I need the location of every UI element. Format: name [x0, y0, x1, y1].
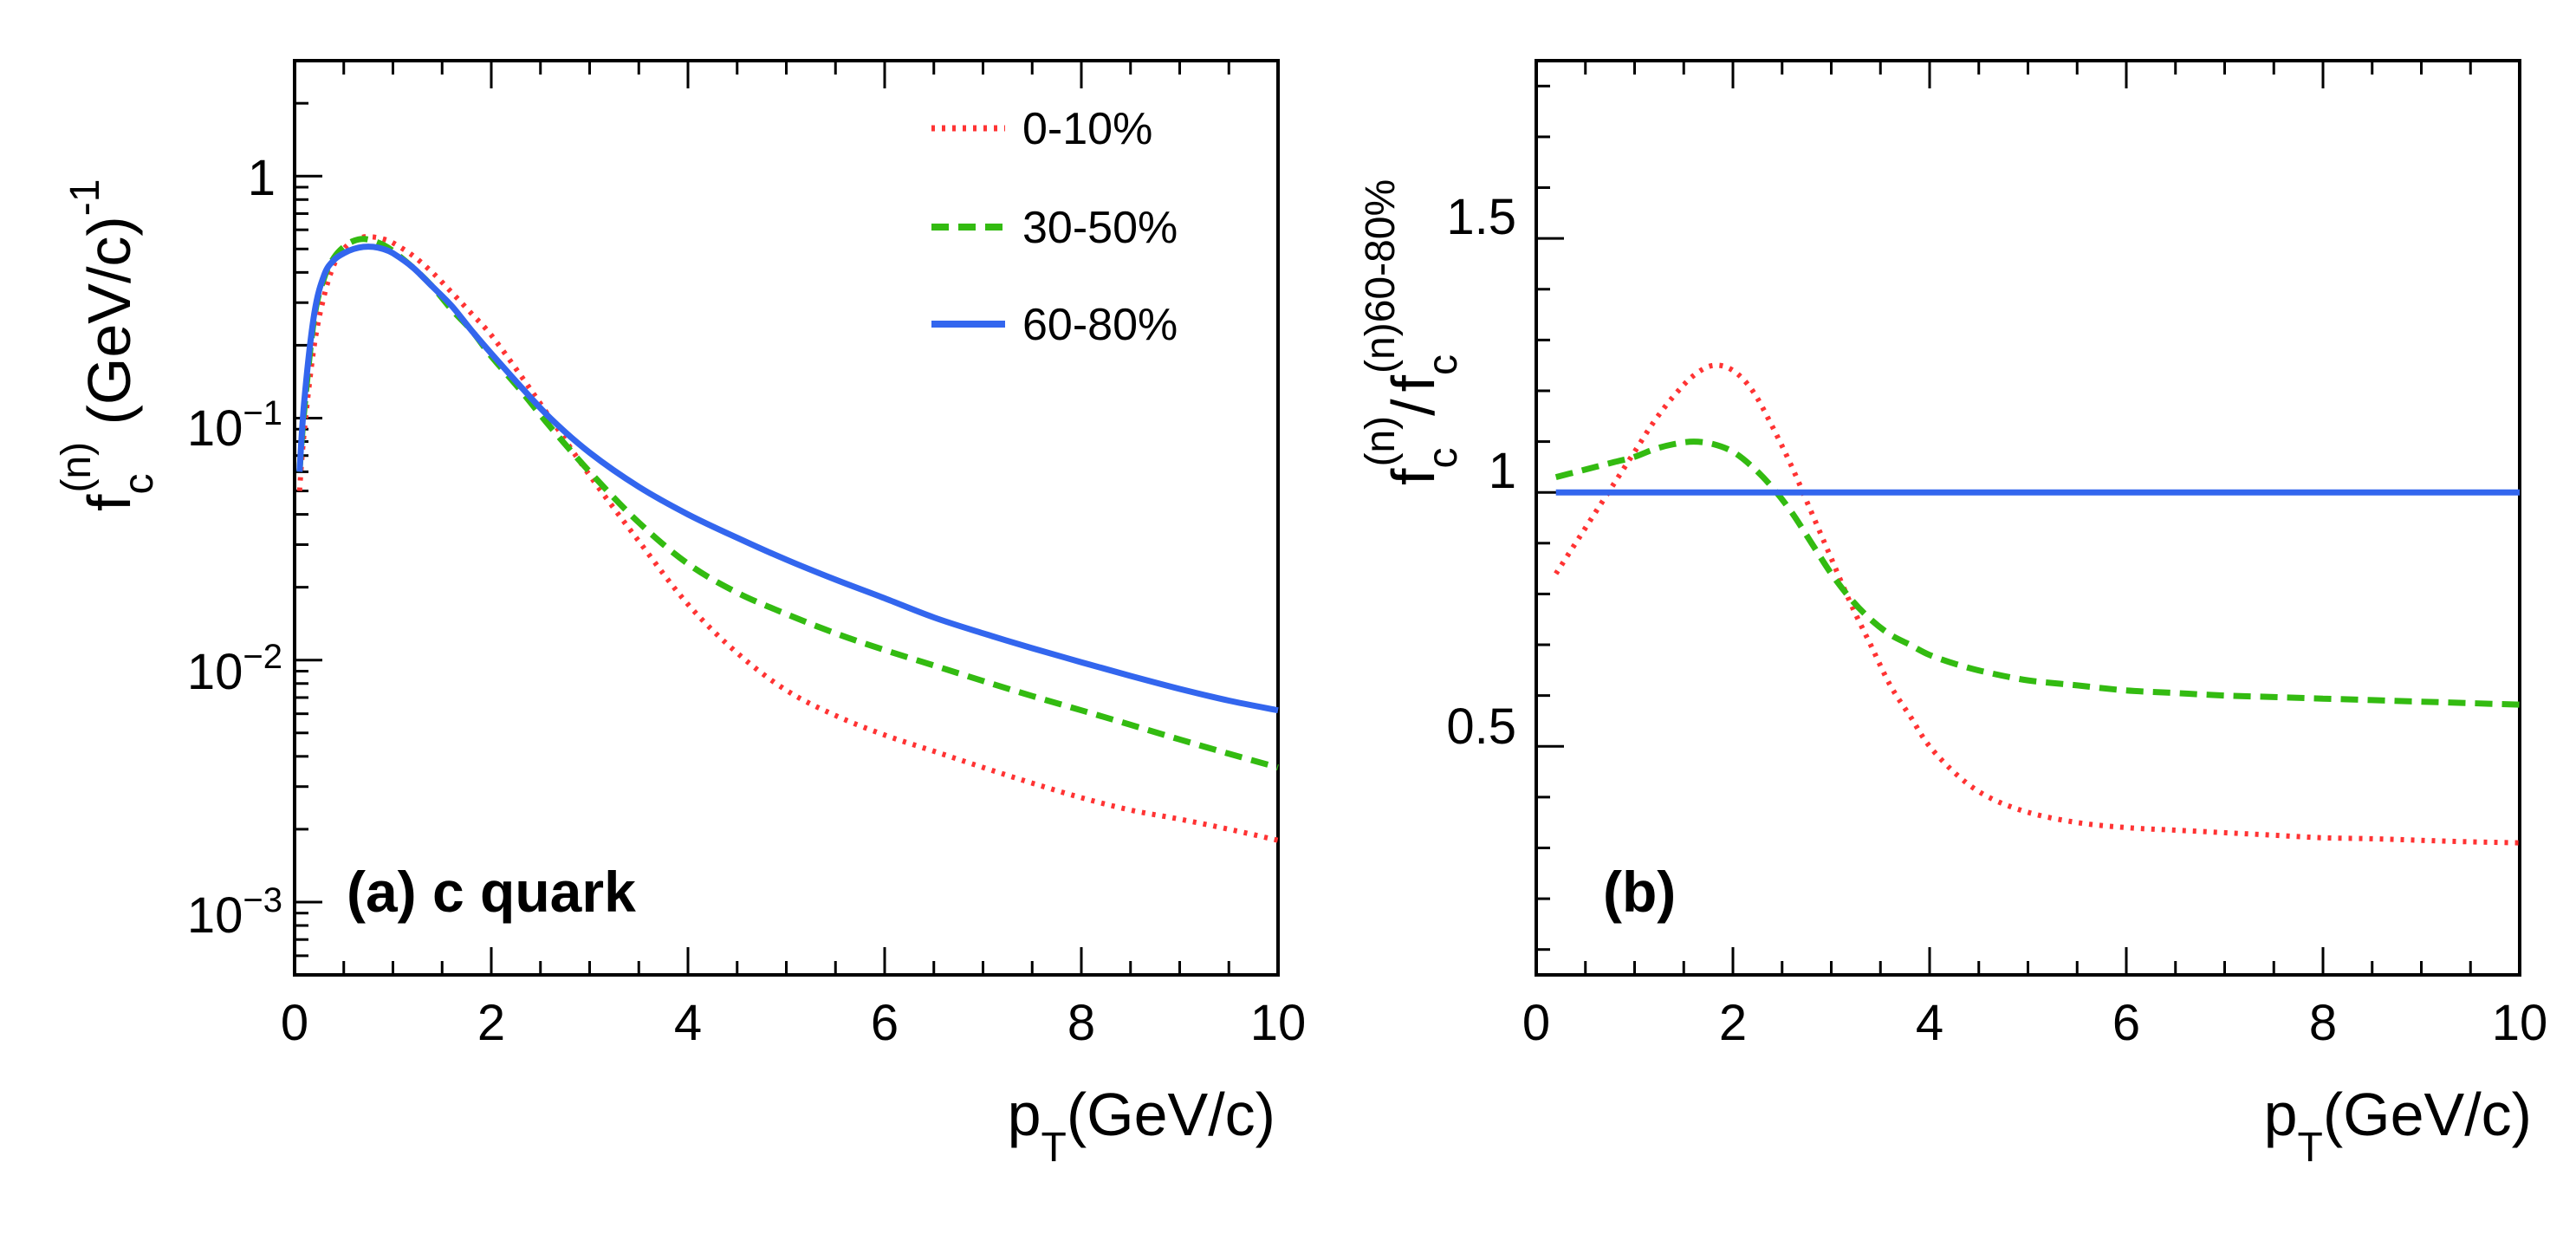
- a-x-tick-label: 8: [1067, 995, 1095, 1051]
- panel-b: 0 2 4 6 8 10 0.5 1 1.5 pT(GeV/c) fc(n)/f…: [1358, 59, 2547, 1171]
- panel-b-ticks: [1535, 61, 2521, 975]
- panel-a-ticks: [293, 59, 1280, 977]
- a-y-tick-label: 1: [248, 150, 276, 206]
- a-x-tick-label: 4: [674, 995, 702, 1051]
- legend-label-30-50: 30-50%: [1022, 203, 1178, 253]
- panel-b-x-axis-title: pT(GeV/c): [2264, 1081, 2532, 1171]
- b-y-tick-label: 1: [1489, 443, 1516, 499]
- panel-a-x-axis-title: pT(GeV/c): [1008, 1081, 1275, 1171]
- b-x-tick-label: 0: [1522, 995, 1550, 1051]
- b-y-tick-label: 0.5: [1446, 698, 1516, 755]
- b-x-tick-label: 10: [2492, 995, 2548, 1051]
- a-series-line-30-50pct: [296, 236, 1279, 770]
- b-x-tick-label: 8: [2309, 995, 2337, 1051]
- a-series-line-60-80pct: [296, 244, 1279, 714]
- panel-b-y-axis-title: fc(n)/fc(n)60-80%: [1358, 179, 1466, 485]
- b-x-tick-label: 6: [2112, 995, 2140, 1051]
- panel-a: 0 2 4 6 8 10 10−3 10−2 10−1 1 pT(GeV/c) …: [54, 59, 1306, 1171]
- panel-b-y-tick-labels: 0.5 1 1.5: [1446, 189, 1516, 755]
- panel-a-y-axis-title: fc(n) (GeV/c)-1: [54, 179, 162, 511]
- legend-label-60-80: 60-80%: [1022, 300, 1178, 350]
- b-y-tick-label: 1.5: [1446, 189, 1516, 245]
- a-x-tick-label: 10: [1250, 995, 1307, 1051]
- panel-b-series: [1554, 362, 2521, 846]
- a-x-tick-label: 2: [477, 995, 505, 1051]
- b-x-tick-label: 4: [1916, 995, 1943, 1051]
- b-series-line-0-10pct: [1554, 362, 2521, 846]
- a-y-tick-label: 10−3: [187, 881, 282, 944]
- a-y-tick-label: 10−1: [187, 394, 282, 457]
- panel-a-label: (a) c quark: [347, 860, 636, 924]
- panel-a-y-tick-labels: 10−3 10−2 10−1 1: [187, 150, 282, 944]
- a-y-tick-label: 10−2: [187, 638, 282, 700]
- panel-b-x-tick-labels: 0 2 4 6 8 10: [1522, 995, 2547, 1051]
- b-series-line-30-50pct: [1554, 438, 2521, 708]
- legend-label-0-10: 0-10%: [1022, 104, 1152, 154]
- legend: 0-10% 30-50% 60-80%: [931, 104, 1178, 350]
- a-series-line-0-10pct: [296, 234, 1279, 843]
- panel-b-label: (b): [1603, 860, 1676, 924]
- panel-a-frame: [293, 59, 1280, 977]
- panel-a-series: [296, 234, 1279, 843]
- panel-a-x-tick-labels: 0 2 4 6 8 10: [281, 995, 1306, 1051]
- a-x-tick-label: 0: [281, 995, 308, 1051]
- a-x-tick-label: 6: [871, 995, 899, 1051]
- b-x-tick-label: 2: [1719, 995, 1747, 1051]
